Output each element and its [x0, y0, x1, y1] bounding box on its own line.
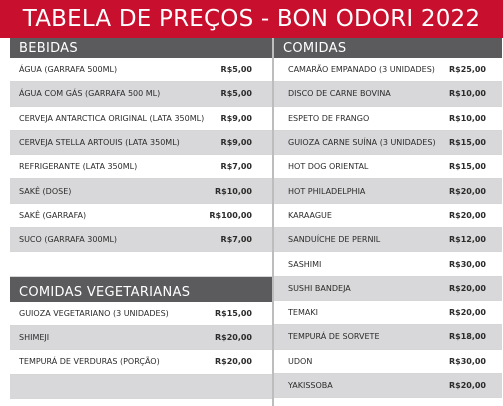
item-name: ÁGUA COM GÁS (GARRAFA 500 ml) [19, 89, 161, 99]
item-name: SANDUÍCHE DE PERNIL [288, 235, 381, 245]
price-row [10, 252, 272, 277]
item-price: R$10,00 [214, 186, 252, 196]
price-row: HOT PHILADELPHIA R$20,00 [274, 179, 502, 204]
item-name: YAKISSOBA [288, 381, 333, 390]
item-name: GUIOZA CARNE SUÍNA (3 UNIDADES) [288, 138, 436, 148]
item-name: UDON [288, 356, 313, 366]
price-row: CERVEJA STELLA ARTOUIS (LATA 350ml) R$9,0… [10, 130, 272, 156]
item-name: TEMPURÁ DE VERDURAS (PORÇÃO) [19, 357, 160, 367]
item-name: HOT DOG ORIENTAL [288, 162, 369, 172]
item-name: REFRIGERANTE (LATA 350ml) [19, 162, 138, 172]
item-price: R$9,00 [220, 113, 252, 123]
item-name: ÁGUA (GARRAFA 500ml) [19, 65, 118, 75]
item-name: HOT PHILADELPHIA [288, 186, 366, 196]
price-row: TEMAKI R$20,00 [274, 300, 502, 326]
item-price: R$5,00 [220, 65, 252, 75]
item-name: SUSHI BANDEJA [288, 283, 351, 293]
item-name: SAKÊ (GARRAFA) [19, 210, 87, 220]
section-header-bebidas: BEBIDAS [10, 38, 272, 58]
right-column: COMIDAS CAMARÃO EMPANADO (3 UNIDADES) R$2… [274, 38, 502, 399]
item-price: R$20,00 [448, 381, 486, 390]
price-row: HOT DOG ORIENTAL R$15,00 [274, 155, 502, 180]
item-name: SAKÊ (DOSE) [19, 186, 72, 196]
item-price: R$20,00 [448, 308, 486, 318]
price-row: ÁGUA (GARRAFA 500ml) R$5,00 [10, 58, 272, 83]
item-price: R$20,00 [448, 210, 486, 220]
price-row: DISCO DE CARNE BOVINA R$10,00 [274, 82, 502, 107]
item-price: R$9,00 [220, 138, 252, 148]
price-row: ÁGUA COM GÁS (GARRAFA 500 ml) R$5,00 [10, 82, 272, 107]
item-name: TEMPURÁ DE SORVETE [288, 332, 380, 342]
item-name: CERVEJA ANTARCTICA ORIGINAL (LATA 350ml) [19, 113, 205, 123]
column-divider [272, 38, 274, 406]
item-price: R$12,00 [448, 235, 486, 245]
price-row: TEMPURÁ DE VERDURAS (PORÇÃO) R$20,00 [10, 350, 272, 375]
price-row: SHIMEJI R$20,00 [10, 325, 272, 351]
price-row: SUSHI BANDEJA R$20,00 [274, 276, 502, 301]
section-header-comidas: COMIDAS [274, 38, 502, 58]
item-name: TEMAKI [288, 308, 318, 318]
price-row: SAKÊ (DOSE) R$10,00 [10, 179, 272, 204]
item-price: R$10,00 [448, 113, 486, 123]
item-price: R$30,00 [448, 356, 486, 366]
item-price: R$15,00 [214, 308, 252, 318]
item-name: CAMARÃO EMPANADO (3 UNIDADES) [288, 65, 435, 75]
price-row: ESPETO DE FRANGO R$10,00 [274, 106, 502, 131]
price-row: REFRIGERANTE (LATA 350ml) R$7,00 [10, 155, 272, 180]
item-price: R$15,00 [448, 162, 486, 172]
section-header-vegetarianas: COMIDAS VEGETARIANAS [10, 276, 272, 302]
item-name: GUIOZA VEGETARIANO (3 UNIDADES) [19, 308, 169, 318]
price-row: GUIOZA VEGETARIANO (3 UNIDADES) R$15,00 [10, 301, 272, 326]
bebidas-list: ÁGUA (GARRAFA 500ml) R$5,00 ÁGUA COM GÁS (… [10, 58, 272, 277]
item-price: R$20,00 [448, 283, 486, 293]
item-price: R$20,00 [448, 186, 486, 196]
item-name: CERVEJA STELLA ARTOUIS (LATA 350ml) [19, 138, 180, 148]
price-row [10, 374, 272, 399]
item-name: ESPETO DE FRANGO [288, 113, 370, 123]
item-name: SUCO (GARRAFA 300ml) [19, 235, 118, 245]
comidas-list: CAMARÃO EMPANADO (3 UNIDADES) R$25,00 DISC… [274, 58, 502, 399]
item-name: KARAAGUE [288, 210, 332, 220]
price-row: CERVEJA ANTARCTICA ORIGINAL (LATA 350ml)… [10, 106, 272, 131]
price-row: YAKISSOBA R$20,00 [274, 373, 502, 399]
item-price: R$7,00 [220, 162, 252, 172]
price-row: SAKÊ (GARRAFA) R$100,00 [10, 203, 272, 229]
price-row: GUIOZA CARNE SUÍNA (3 UNIDADES) R$15,00 [274, 130, 502, 156]
price-row: CAMARÃO EMPANADO (3 UNIDADES) R$25,00 [274, 58, 502, 83]
item-price: R$15,00 [448, 138, 486, 148]
item-name: SASHIMI [288, 259, 322, 269]
left-column: BEBIDAS ÁGUA (GARRAFA 500ml) R$5,00 ÁGUA C… [10, 38, 272, 399]
item-price: R$20,00 [214, 357, 252, 367]
price-row: SANDUÍCHE DE PERNIL R$12,00 [274, 228, 502, 253]
item-name: DISCO DE CARNE BOVINA [288, 89, 391, 99]
price-row: TEMPURÁ DE SORVETE R$18,00 [274, 325, 502, 350]
vegetarianas-list: GUIOZA VEGETARIANO (3 UNIDADES) R$15,00 SH… [10, 301, 272, 399]
item-price: R$25,00 [448, 65, 486, 75]
item-price: R$30,00 [448, 259, 486, 269]
item-price: R$20,00 [214, 333, 252, 343]
page-title: TABELA DE PREÇOS - BON ODORI 2022 [0, 0, 503, 38]
item-price: R$10,00 [448, 89, 486, 99]
price-row: SASHIMI R$30,00 [274, 252, 502, 277]
price-row: SUCO (GARRAFA 300ml) R$7,00 [10, 228, 272, 253]
price-row: KARAAGUE R$20,00 [274, 203, 502, 229]
price-row: UDON R$30,00 [274, 349, 502, 374]
item-price: R$7,00 [220, 235, 252, 245]
item-name: SHIMEJI [19, 333, 50, 343]
item-price: R$100,00 [209, 210, 252, 220]
item-price: R$5,00 [220, 89, 252, 99]
item-price: R$18,00 [448, 332, 486, 342]
